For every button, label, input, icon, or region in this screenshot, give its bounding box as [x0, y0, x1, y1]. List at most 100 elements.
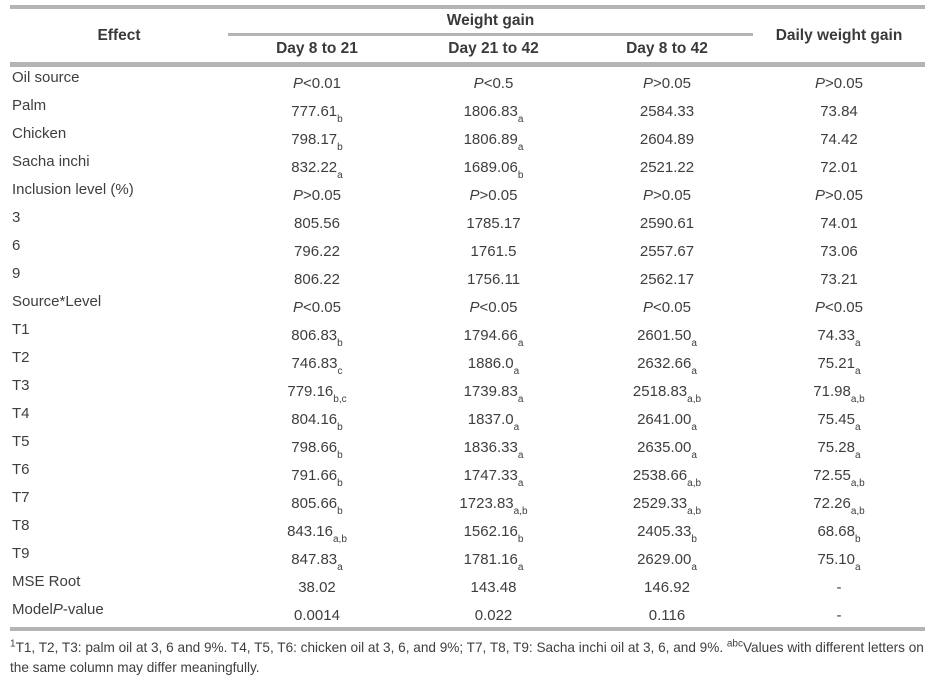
cell-day-8-to-21: 791.66 b: [291, 467, 343, 489]
table-row: T2 746.83 c 1886.0 a 2632.66 a 75.21 a: [10, 347, 925, 377]
cell-day-8-to-42: P <0.05: [643, 299, 691, 316]
cell-day-8-to-42: 2632.66 a: [637, 355, 697, 377]
row-label: MSE Root: [12, 573, 81, 590]
cell-day-8-to-42: 2601.50 a: [637, 327, 697, 349]
table-row: Oil source P <0.01 P <0.5 P >0.05 P >0.05: [10, 67, 925, 95]
cell-daily-weight-gain: 72.26 a,b: [813, 495, 865, 517]
cell-day-8-to-42: 2529.33 a,b: [632, 495, 702, 517]
cell-daily-weight-gain: 75.10 a: [817, 551, 861, 573]
cell-day-8-to-21: 843.16 a,b: [287, 523, 347, 545]
cell-day-8-to-42: 2590.61: [639, 215, 695, 232]
cell-day-8-to-21: 796.22: [294, 243, 340, 260]
cell-day-8-to-21: 798.17 b: [291, 131, 343, 153]
cell-day-8-to-21: 805.56: [294, 215, 340, 232]
cell-day-8-to-42: 2521.22: [639, 159, 695, 176]
cell-day-8-to-21: P <0.01: [293, 75, 341, 92]
cell-day-8-to-42: 146.92: [644, 579, 690, 596]
table-row: 6 796.22 1761.5 2557.67 73.06: [10, 235, 925, 263]
cell-day-21-to-42: 1723.83 a,b: [459, 495, 528, 517]
cell-day-21-to-42: 143.48: [470, 579, 517, 596]
cell-daily-weight-gain: 74.33 a: [817, 327, 861, 349]
cell-day-21-to-42: 1806.83 a: [463, 103, 524, 125]
table-row: Source*Level P <0.05 P <0.05 P <0.05 P <0.05: [10, 291, 925, 319]
cell-day-8-to-21: 806.22: [294, 271, 340, 288]
row-label: Model P -value: [12, 601, 104, 618]
cell-day-8-to-21: P >0.05: [293, 187, 341, 204]
cell-day-21-to-42: 1756.11: [466, 271, 521, 288]
cell-daily-weight-gain: P >0.05: [815, 75, 863, 92]
cell-daily-weight-gain: 74.01: [820, 215, 858, 232]
cell-day-8-to-21: 832.22 a: [291, 159, 343, 181]
cell-daily-weight-gain: 72.01: [820, 159, 858, 176]
cell-day-8-to-42: 2629.00 a: [637, 551, 697, 573]
table-body: Oil source P <0.01 P <0.5 P >0.05 P >0.05 Palm 777…: [10, 67, 925, 627]
cell-day-21-to-42: 1562.16 b: [463, 523, 524, 545]
cell-day-8-to-21: 798.66 b: [291, 439, 343, 461]
cell-day-8-to-42: 2635.00 a: [637, 439, 697, 461]
column-header-day-8-to-21: Day 8 to 21: [276, 40, 358, 57]
table-row: T7 805.66 b 1723.83 a,b 2529.33 a,b 72.26 a,b: [10, 487, 925, 517]
cell-day-21-to-42: 1836.33 a: [463, 439, 524, 461]
table-row: MSE Root 38.02 143.48 146.92 -: [10, 571, 925, 599]
cell-day-8-to-21: 805.66 b: [291, 495, 343, 517]
table-row: T8 843.16 a,b 1562.16 b 2405.33 b 68.68 b: [10, 515, 925, 545]
row-label: T5: [12, 433, 30, 450]
cell-day-8-to-42: 2562.17: [639, 271, 695, 288]
cell-daily-weight-gain: -: [836, 607, 842, 624]
cell-day-8-to-42: 0.116: [648, 607, 686, 624]
cell-day-8-to-21: 779.16 b,c: [287, 383, 347, 405]
cell-day-21-to-42: 1886.0 a: [467, 355, 520, 377]
row-label: T6: [12, 461, 30, 478]
cell-day-8-to-42: 2518.83 a,b: [632, 383, 702, 405]
cell-day-8-to-42: P >0.05: [643, 75, 691, 92]
cell-day-21-to-42: 1781.16 a: [463, 551, 524, 573]
column-header-day-21-to-42: Day 21 to 42: [448, 40, 539, 57]
cell-daily-weight-gain: 73.21: [820, 271, 858, 288]
cell-daily-weight-gain: 68.68 b: [817, 523, 861, 545]
cell-daily-weight-gain: 71.98 a,b: [813, 383, 865, 405]
cell-day-21-to-42: 1785.17: [466, 215, 521, 232]
table-row: Model P -value 0.0014 0.022 0.116 -: [10, 599, 925, 627]
table-row: T3 779.16 b,c 1739.83 a 2518.83 a,b 71.98 a,b: [10, 375, 925, 405]
row-label: T1: [12, 321, 30, 338]
cell-day-21-to-42: 1761.5: [470, 243, 517, 260]
table-row: T5 798.66 b 1836.33 a 2635.00 a 75.28 a: [10, 431, 925, 461]
table-row: 9 806.22 1756.11 2562.17 73.21: [10, 263, 925, 291]
table-top-rule: [10, 5, 925, 9]
table-row: T4 804.16 b 1837.0 a 2641.00 a 75.45 a: [10, 403, 925, 433]
cell-day-8-to-21: 804.16 b: [291, 411, 343, 433]
cell-day-8-to-42: 2405.33 b: [637, 523, 697, 545]
row-label: T7: [12, 489, 30, 506]
cell-day-21-to-42: P <0.5: [473, 75, 514, 92]
table-bottom-rule: [10, 627, 925, 631]
column-header-day-8-to-42: Day 8 to 42: [626, 40, 708, 57]
row-label: Palm: [12, 97, 47, 114]
row-label: Sacha inchi: [12, 153, 90, 170]
row-label: 6: [12, 237, 21, 254]
paper-table-page: Effect Weight gain Daily weight gain Day…: [0, 5, 935, 679]
cell-daily-weight-gain: 73.84: [820, 103, 858, 120]
row-label: Source*Level: [12, 293, 102, 310]
table-footnote: 1T1, T2, T3: palm oil at 3, 6 and 9%. T4…: [10, 638, 924, 676]
cell-day-21-to-42: 1747.33 a: [463, 467, 524, 489]
cell-day-21-to-42: 1689.06 b: [463, 159, 524, 181]
cell-daily-weight-gain: P >0.05: [815, 187, 863, 204]
cell-daily-weight-gain: 75.28 a: [817, 439, 861, 461]
cell-day-21-to-42: P <0.05: [469, 299, 518, 316]
cell-day-8-to-42: 2641.00 a: [637, 411, 697, 433]
row-label: T9: [12, 545, 30, 562]
row-label: T3: [12, 377, 30, 394]
cell-daily-weight-gain: 74.42: [820, 131, 858, 148]
cell-day-8-to-21: 806.83 b: [291, 327, 343, 349]
cell-daily-weight-gain: 75.45 a: [817, 411, 861, 433]
row-label: T4: [12, 405, 30, 422]
row-label: Inclusion level (%): [12, 181, 134, 198]
cell-daily-weight-gain: P <0.05: [815, 299, 863, 316]
row-label: Chicken: [12, 125, 67, 142]
cell-day-21-to-42: 1794.66 a: [463, 327, 524, 349]
table-row: Chicken 798.17 b 1806.89 a 2604.89 74.42: [10, 123, 925, 153]
cell-day-8-to-21: 847.83 a: [291, 551, 343, 573]
table-row: 3 805.56 1785.17 2590.61 74.01: [10, 207, 925, 235]
cell-daily-weight-gain: -: [836, 579, 842, 596]
cell-daily-weight-gain: 72.55 a,b: [813, 467, 865, 489]
